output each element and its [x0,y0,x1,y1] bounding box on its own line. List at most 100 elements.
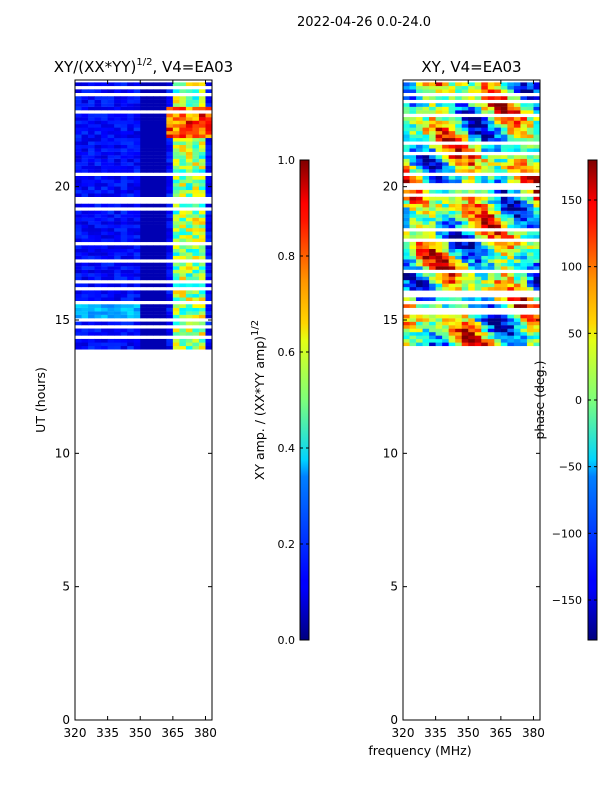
heatmap-cell [513,207,521,211]
heatmap-cell [442,162,450,166]
heatmap-cell [461,314,469,319]
heatmap-cell [520,297,528,301]
colorbar-amplitude-gradient [300,160,309,640]
heatmap-cell [416,255,423,260]
heatmap-cell [455,169,463,173]
heatmap-cell [198,144,206,149]
heatmap-cell [127,238,135,243]
heatmap-cell [146,148,154,152]
heatmap-cell [455,297,463,301]
heatmap-cell [159,179,167,184]
heatmap-cell [192,269,200,274]
heatmap-cell [442,189,450,194]
heatmap-cell [159,141,167,145]
heatmap-cell [474,130,482,135]
heatmap-cell [533,200,540,204]
heatmap-cell [133,283,141,288]
heatmap-cell [88,179,95,184]
heatmap-cell [185,290,193,295]
heatmap-cell [172,134,180,139]
heatmap-cell [513,210,521,215]
heatmap-cell [468,162,476,166]
heatmap-cell [416,155,423,159]
heatmap-cell [205,176,212,180]
heatmap-cell [513,318,521,322]
heatmap-cell [185,224,193,229]
heatmap-cell [513,276,521,281]
heatmap-cell [422,231,430,236]
heatmap-cell [403,321,410,326]
heatmap-cell [75,117,82,121]
heatmap-cell [455,318,463,322]
heatmap-cell [442,103,450,107]
heatmap-cell [101,117,109,121]
heatmap-cell [403,176,410,180]
heatmap-cell [94,82,102,87]
heatmap-cell [114,214,122,218]
heatmap-cell [140,238,148,243]
heatmap-cell [205,311,212,315]
heatmap-cell [192,314,200,319]
heatmap-cell [205,148,212,152]
heatmap-cell [140,96,148,100]
heatmap-cell [205,103,212,107]
heatmap-cell [75,120,82,125]
heatmap-cell [146,210,154,215]
heatmap-cell [533,124,540,128]
heatmap-cell [166,165,174,170]
heatmap-cell [526,124,534,128]
heatmap-cell [81,155,89,159]
heatmap-cell [468,335,476,340]
heatmap-cell [140,321,148,326]
heatmap-cell [533,96,540,100]
heatmap-cell [448,221,456,225]
heatmap-cell [448,286,456,291]
heatmap-cell [409,165,417,170]
heatmap-cell [403,214,410,218]
heatmap-cell [500,255,508,260]
heatmap-cell [422,210,430,215]
heatmap-cell [192,338,200,343]
heatmap-cell [75,293,82,298]
heatmap-cell [513,286,521,291]
heatmap-cell [179,245,187,249]
heatmap-cell [403,169,410,173]
heatmap-cell [94,130,102,135]
heatmap-cell [192,96,200,100]
heatmap-cell [120,332,128,336]
heatmap-cell [81,342,89,347]
heatmap-cell [88,342,95,347]
heatmap-cell [461,325,469,329]
heatmap-cell [526,169,534,173]
heatmap-cell [179,155,187,159]
heatmap-cell [153,151,161,156]
heatmap-cell [500,241,508,246]
heatmap-cell [487,124,495,128]
heatmap-cell [81,228,89,232]
heatmap-cell [94,148,102,152]
heatmap-cell [114,127,122,132]
heatmap-cell [75,221,82,225]
heatmap-cell [114,148,122,152]
heatmap-cell [507,338,515,343]
heatmap-cell [146,342,154,347]
heatmap-cell [185,182,193,187]
heatmap-cell [153,210,161,215]
heatmap-cell [461,155,469,159]
heatmap-cell [88,82,95,87]
heatmap-cell [526,283,534,288]
heatmap-cell [442,234,450,239]
heatmap-cell [81,189,89,194]
heatmap-cell [133,144,141,149]
heatmap-cell [474,103,482,107]
heatmap-cell [481,127,489,132]
heatmap-cell [140,124,148,128]
heatmap-cell [153,117,161,121]
heatmap-cell [133,345,141,350]
heatmap-cell [481,124,489,128]
heatmap-cell [474,110,482,114]
heatmap-cell [435,179,443,184]
heatmap-cell [474,255,482,260]
heatmap-cell [166,245,174,249]
heatmap-cell [88,96,95,100]
